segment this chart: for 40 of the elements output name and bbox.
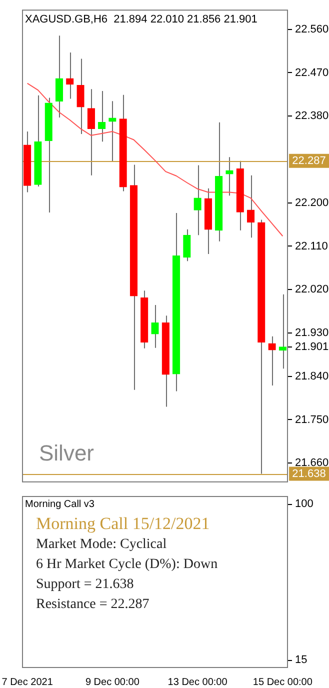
- category-label: 13 Dec 00:00: [168, 676, 228, 688]
- candlestick: [246, 174, 255, 238]
- candlestick: [194, 164, 202, 236]
- candlestick: [98, 90, 106, 142]
- y-tick-label: 21.901: [295, 341, 329, 353]
- candlestick: [268, 336, 276, 386]
- ref-line-label: 22.287: [292, 154, 326, 167]
- text: Resistance = 22.287: [36, 597, 150, 612]
- candlestick: [108, 100, 116, 162]
- text: 15: [295, 654, 308, 666]
- text: Morning Call 15/12/2021: [36, 514, 210, 533]
- candlestick: [183, 228, 191, 262]
- y-tick-label: 21.660: [295, 457, 329, 470]
- annotation: Silver: [39, 440, 94, 466]
- text: Support = 21.638: [36, 577, 134, 592]
- category-label: 9 Dec 00:00: [85, 676, 140, 688]
- y-tick-label: 21.930: [295, 327, 329, 340]
- candlestick: [87, 88, 95, 176]
- candlestick: [76, 58, 84, 134]
- y-tick-label: 22.110: [295, 240, 328, 252]
- y-tick-label: 22.560: [295, 23, 329, 36]
- candlestick: [66, 52, 74, 100]
- candlestick: [55, 35, 64, 118]
- text: Morning Call v3: [25, 499, 95, 510]
- text: 6 Hr Market Cycle (D%): Down: [36, 557, 218, 572]
- y-tick-label: 22.470: [295, 66, 329, 79]
- category-label: 15 Dec 00:00: [252, 676, 312, 688]
- chart-title: XAGUSD.GB,H6 21.894 22.010 21.856 21.901: [25, 14, 258, 26]
- y-tick-label: 21.750: [295, 414, 329, 426]
- ref-line-label: 21.638: [292, 468, 326, 480]
- y-tick-label: 22.200: [295, 196, 329, 209]
- text: Market Mode: Cyclical: [36, 537, 167, 552]
- y-tick-label: 21.840: [295, 370, 329, 382]
- text: 100: [295, 498, 314, 510]
- candlestick: [226, 156, 234, 196]
- candlestick: [151, 304, 159, 348]
- category-label: 7 Dec 2021: [2, 676, 53, 688]
- candlestick: [278, 294, 287, 370]
- y-tick-label: 22.380: [295, 110, 329, 122]
- y-tick-label: 22.020: [295, 284, 329, 296]
